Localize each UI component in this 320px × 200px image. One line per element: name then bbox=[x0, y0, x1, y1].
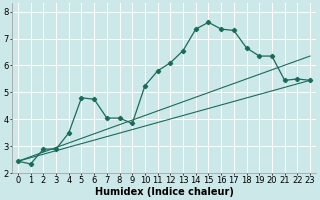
X-axis label: Humidex (Indice chaleur): Humidex (Indice chaleur) bbox=[95, 187, 234, 197]
